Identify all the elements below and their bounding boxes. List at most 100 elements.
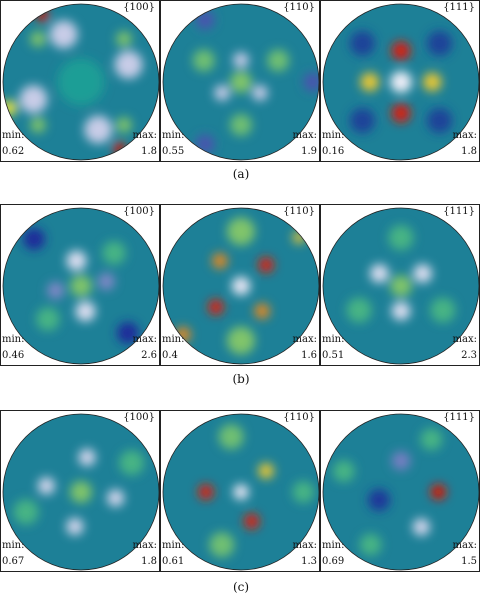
plane-label: {111} — [443, 206, 475, 217]
density-blob — [391, 301, 411, 321]
density-blob — [303, 72, 319, 92]
density-blob — [391, 103, 411, 123]
max-label: max: — [132, 334, 157, 345]
density-blob — [254, 303, 270, 319]
density-blob — [360, 72, 380, 92]
density-blob — [102, 241, 126, 265]
density-blob — [23, 228, 45, 250]
density-blob — [346, 297, 372, 323]
density-blob — [49, 20, 78, 49]
density-blob — [117, 322, 139, 344]
pole-figure-boundary — [2, 413, 159, 571]
pole-figure-plot — [162, 413, 319, 571]
pole-figure-boundary — [322, 3, 479, 161]
max-value: 1.3 — [301, 556, 317, 567]
pole-figure-plot — [322, 413, 479, 571]
density-background — [323, 414, 479, 570]
plane-label: {111} — [443, 2, 475, 13]
pole-figure-panel: {111} min: 0.51 max: 2.3 — [320, 204, 480, 366]
max-value: 1.5 — [461, 556, 477, 567]
plane-label: {100} — [123, 412, 155, 423]
density-blob — [212, 253, 228, 269]
pole-figure-boundary — [2, 207, 159, 365]
pole-figure-boundary — [2, 3, 159, 161]
min-label: min: — [322, 540, 345, 551]
density-blob — [227, 326, 255, 355]
subfigure-caption: (c) — [232, 580, 250, 594]
density-blob — [36, 307, 60, 331]
min-label: min: — [2, 130, 25, 141]
pole-figure-panel: {110} min: 0.61 max: 1.3 — [160, 410, 320, 572]
density-blob — [116, 31, 132, 47]
density-blob — [114, 50, 143, 79]
pole-figure-plot — [162, 207, 319, 365]
density-blob — [208, 299, 224, 315]
min-value: 0.51 — [322, 350, 345, 361]
density-blob — [368, 489, 390, 511]
pole-figure-plot — [2, 207, 159, 365]
min-value: 0.67 — [2, 556, 25, 567]
pole-figure-plot — [2, 3, 159, 161]
density-blob — [391, 451, 411, 471]
pole-figure-panel: {111} min: 0.16 max: 1.8 — [320, 0, 480, 162]
density-blob — [243, 513, 260, 530]
max-label: max: — [452, 130, 477, 141]
density-blob — [70, 275, 92, 297]
density-blob — [75, 301, 96, 322]
min-label: min: — [162, 334, 185, 345]
pole-figure-panel: {111} min: 0.69 max: 1.5 — [320, 410, 480, 572]
density-blob — [47, 281, 65, 300]
pole-figure-boundary — [162, 207, 319, 365]
min-label: min: — [2, 334, 25, 345]
density-blob — [258, 257, 274, 273]
max-value: 1.8 — [141, 146, 157, 157]
pole-figure-panel: {100} min: 0.46 max: 2.6 — [0, 204, 160, 366]
max-label: max: — [292, 540, 317, 551]
max-label: max: — [132, 540, 157, 551]
density-blob — [107, 489, 125, 507]
density-blob — [19, 85, 48, 114]
density-blob — [349, 30, 375, 56]
density-blob — [97, 272, 115, 291]
density-blob — [252, 85, 268, 101]
density-blob — [78, 448, 96, 466]
density-blob — [430, 484, 447, 500]
density-blob — [230, 71, 252, 93]
density-blob — [227, 217, 255, 246]
min-value: 0.62 — [2, 146, 25, 157]
density-blob — [390, 71, 412, 93]
plane-label: {110} — [283, 412, 315, 423]
subfigure-caption: (b) — [232, 372, 250, 386]
pole-figure-boundary — [322, 207, 479, 365]
density-blob — [370, 264, 389, 283]
subfigure-caption: (a) — [232, 167, 250, 181]
density-blob — [37, 477, 56, 495]
density-blob — [430, 297, 456, 323]
max-value: 1.8 — [461, 146, 477, 157]
density-blob — [390, 275, 412, 297]
density-blob — [30, 117, 46, 133]
density-blob — [413, 264, 432, 283]
density-blob — [13, 499, 39, 525]
max-label: max: — [292, 130, 317, 141]
max-label: max: — [292, 334, 317, 345]
density-blob — [412, 518, 430, 536]
min-label: min: — [322, 130, 345, 141]
density-blob — [388, 225, 414, 251]
density-blob — [233, 484, 249, 500]
min-label: min: — [162, 130, 185, 141]
min-label: min: — [322, 334, 345, 345]
pole-figure-boundary — [162, 413, 319, 571]
plane-label: {110} — [283, 2, 315, 13]
density-blob — [292, 481, 315, 503]
density-blob — [422, 72, 442, 92]
density-blob — [349, 108, 375, 134]
density-blob — [70, 481, 92, 503]
density-blob — [218, 424, 244, 450]
density-blob — [116, 117, 132, 133]
density-blob — [332, 460, 355, 483]
density-blob — [427, 30, 453, 56]
pole-figure-plot — [2, 413, 159, 571]
density-blob — [209, 532, 235, 558]
max-value: 1.9 — [301, 146, 317, 157]
